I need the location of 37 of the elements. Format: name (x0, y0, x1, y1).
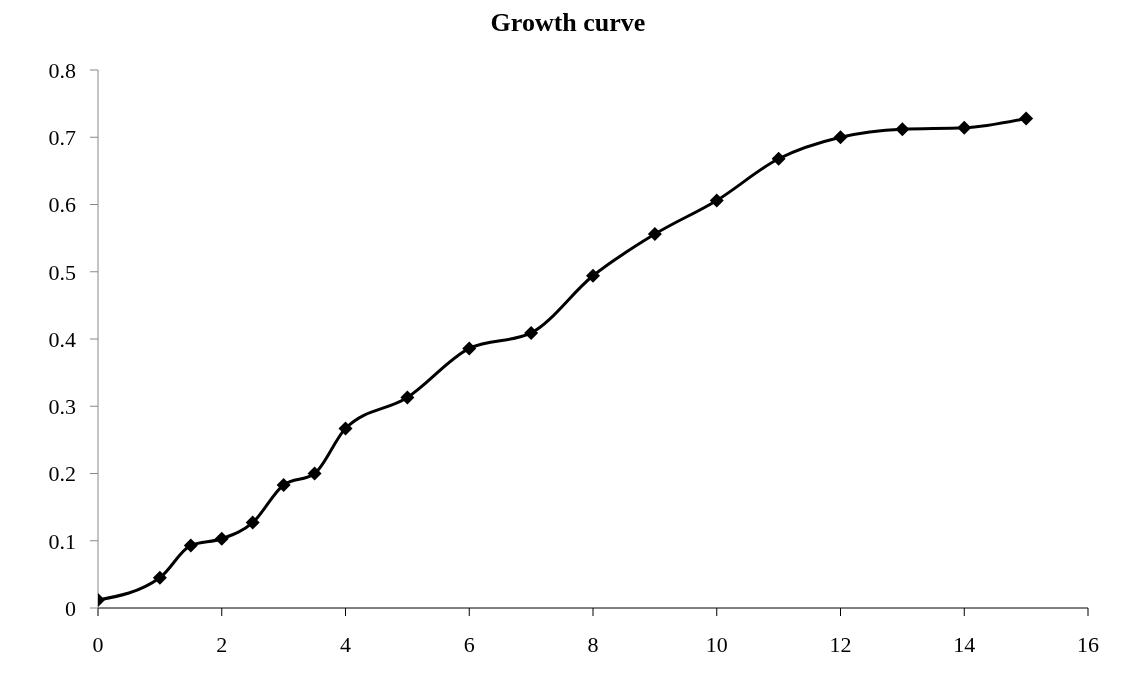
y-tick-label: 0.3 (48, 394, 76, 420)
x-tick-label: 4 (340, 631, 351, 657)
x-tick-label: 16 (1077, 631, 1099, 657)
point (833, 130, 848, 145)
point (152, 570, 167, 585)
point (307, 466, 322, 481)
point (338, 421, 353, 436)
point (183, 538, 198, 553)
point (1019, 111, 1034, 126)
point (524, 325, 539, 340)
x-tick-label: 0 (92, 631, 104, 657)
point (895, 122, 910, 137)
point (400, 390, 415, 405)
point (214, 531, 229, 546)
point (245, 515, 260, 530)
y-tick-label: 0.2 (48, 461, 76, 487)
y-tick-label: 0.6 (48, 192, 76, 218)
point (647, 227, 662, 242)
y-tick-label: 0 (65, 595, 76, 621)
x-tick-label: 2 (216, 631, 228, 657)
y-tick-label: 0.5 (48, 259, 76, 285)
point (276, 477, 291, 492)
point (771, 151, 786, 166)
point (462, 341, 477, 356)
y-tick-label: 0.7 (48, 125, 76, 151)
point (957, 120, 972, 135)
chart-title: Growth curve (489, 8, 647, 39)
x-tick-label: 8 (587, 631, 599, 657)
x-tick-label: 10 (705, 631, 728, 657)
point (586, 268, 600, 283)
x-tick-label: 6 (463, 631, 475, 657)
x-tick-label: 14 (953, 631, 976, 657)
x-tick-label: 12 (829, 631, 852, 657)
y-tick-label: 0.8 (48, 57, 76, 83)
point (709, 193, 724, 208)
y-tick-label: 0.4 (48, 326, 76, 352)
y-tick-label: 0.1 (48, 528, 76, 554)
